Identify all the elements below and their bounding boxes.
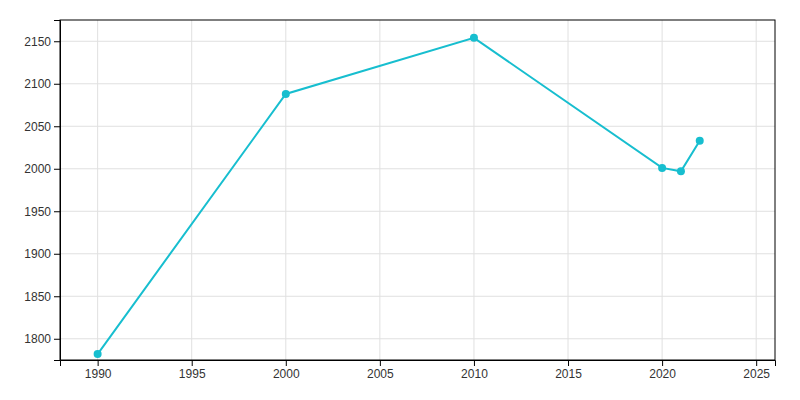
- x-tick-mark: [192, 360, 193, 366]
- y-tick-mark: [54, 126, 60, 127]
- x-axis: 1990 1995 2000 2005 2010 2015 2020 2025: [61, 360, 776, 381]
- x-tick: 1995: [179, 360, 206, 381]
- grid-line-x: [285, 20, 286, 360]
- point: [282, 90, 290, 98]
- x-tick: 1990: [85, 360, 112, 381]
- x-tick: 2005: [367, 360, 394, 381]
- y-tick: 2000: [24, 162, 60, 176]
- y-tick-label: 1850: [24, 290, 51, 304]
- line: [98, 38, 700, 354]
- y-tick-label: 2000: [24, 162, 51, 176]
- x-tick-mark: [286, 360, 287, 366]
- x-axis-line: [61, 361, 776, 367]
- y-tick-mark: [54, 169, 60, 170]
- x-tick-label: 1990: [85, 367, 112, 381]
- x-tick-mark: [756, 360, 757, 366]
- y-tick-label: 1950: [24, 205, 51, 219]
- grid-line-x: [662, 20, 663, 360]
- point: [470, 34, 478, 42]
- x-tick-mark: [662, 360, 663, 366]
- grid-line-y: [60, 253, 775, 254]
- y-tick: 2100: [24, 77, 60, 91]
- y-tick-label: 1900: [24, 247, 51, 261]
- y-tick-label: 2050: [24, 120, 51, 134]
- y-tick: 1900: [24, 247, 60, 261]
- grid-line-y: [60, 126, 775, 127]
- x-tick: 2000: [273, 360, 300, 381]
- grid: [60, 20, 775, 360]
- x-tick-label: 2020: [649, 367, 676, 381]
- x-tick: 2020: [649, 360, 676, 381]
- x-tick-label: 1995: [179, 367, 206, 381]
- y-tick: 1950: [24, 205, 60, 219]
- series: [94, 34, 704, 358]
- x-tick: 2015: [555, 360, 582, 381]
- y-tick-mark: [54, 296, 60, 297]
- x-tick-label: 2000: [273, 367, 300, 381]
- point: [696, 137, 704, 145]
- y-axis-line: [54, 21, 61, 361]
- grid-line-x: [97, 20, 98, 360]
- grid-line-y: [60, 41, 775, 42]
- point: [677, 167, 685, 175]
- point: [94, 350, 102, 358]
- x-tick-mark: [568, 360, 569, 366]
- chart: 1990 1995 2000 2005 2010 2015 2020 2025 1800 1850…: [0, 0, 800, 400]
- grid-line-y: [60, 338, 775, 339]
- x-tick-label: 2015: [555, 367, 582, 381]
- x-tick-label: 2010: [461, 367, 488, 381]
- y-tick-label: 2150: [24, 35, 51, 49]
- x-tick-label: 2025: [743, 367, 770, 381]
- grid-line-x: [756, 20, 757, 360]
- y-tick-label: 2100: [24, 77, 51, 91]
- plot-area: 1990 1995 2000 2005 2010 2015 2020 2025 1800 1850…: [24, 20, 775, 381]
- x-tick-label: 2005: [367, 367, 394, 381]
- x-tick: 2010: [461, 360, 488, 381]
- grid-line-x: [473, 20, 474, 360]
- x-tick-mark: [98, 360, 99, 366]
- grid-line-y: [60, 83, 775, 84]
- y-tick-mark: [54, 211, 60, 212]
- y-tick: 2050: [24, 120, 60, 134]
- y-tick-mark: [54, 84, 60, 85]
- y-tick: 1850: [24, 290, 60, 304]
- point: [658, 164, 666, 172]
- y-tick: 1800: [24, 332, 60, 346]
- x-tick: 2025: [743, 360, 770, 381]
- grid-line-y: [60, 296, 775, 297]
- grid-line-x: [568, 20, 569, 360]
- y-tick-label: 1800: [24, 332, 51, 346]
- grid-line-x: [191, 20, 192, 360]
- x-tick-mark: [380, 360, 381, 366]
- y-axis: 1800 1850 1900 1950 2000 2050 2100 2150: [24, 21, 60, 361]
- plot-frame: [60, 20, 775, 360]
- x-tick-mark: [474, 360, 475, 366]
- grid-line-x: [379, 20, 380, 360]
- y-tick-mark: [54, 254, 60, 255]
- y-tick: 2150: [24, 35, 60, 49]
- grid-line-y: [60, 211, 775, 212]
- y-tick-mark: [54, 339, 60, 340]
- y-tick-mark: [54, 41, 60, 42]
